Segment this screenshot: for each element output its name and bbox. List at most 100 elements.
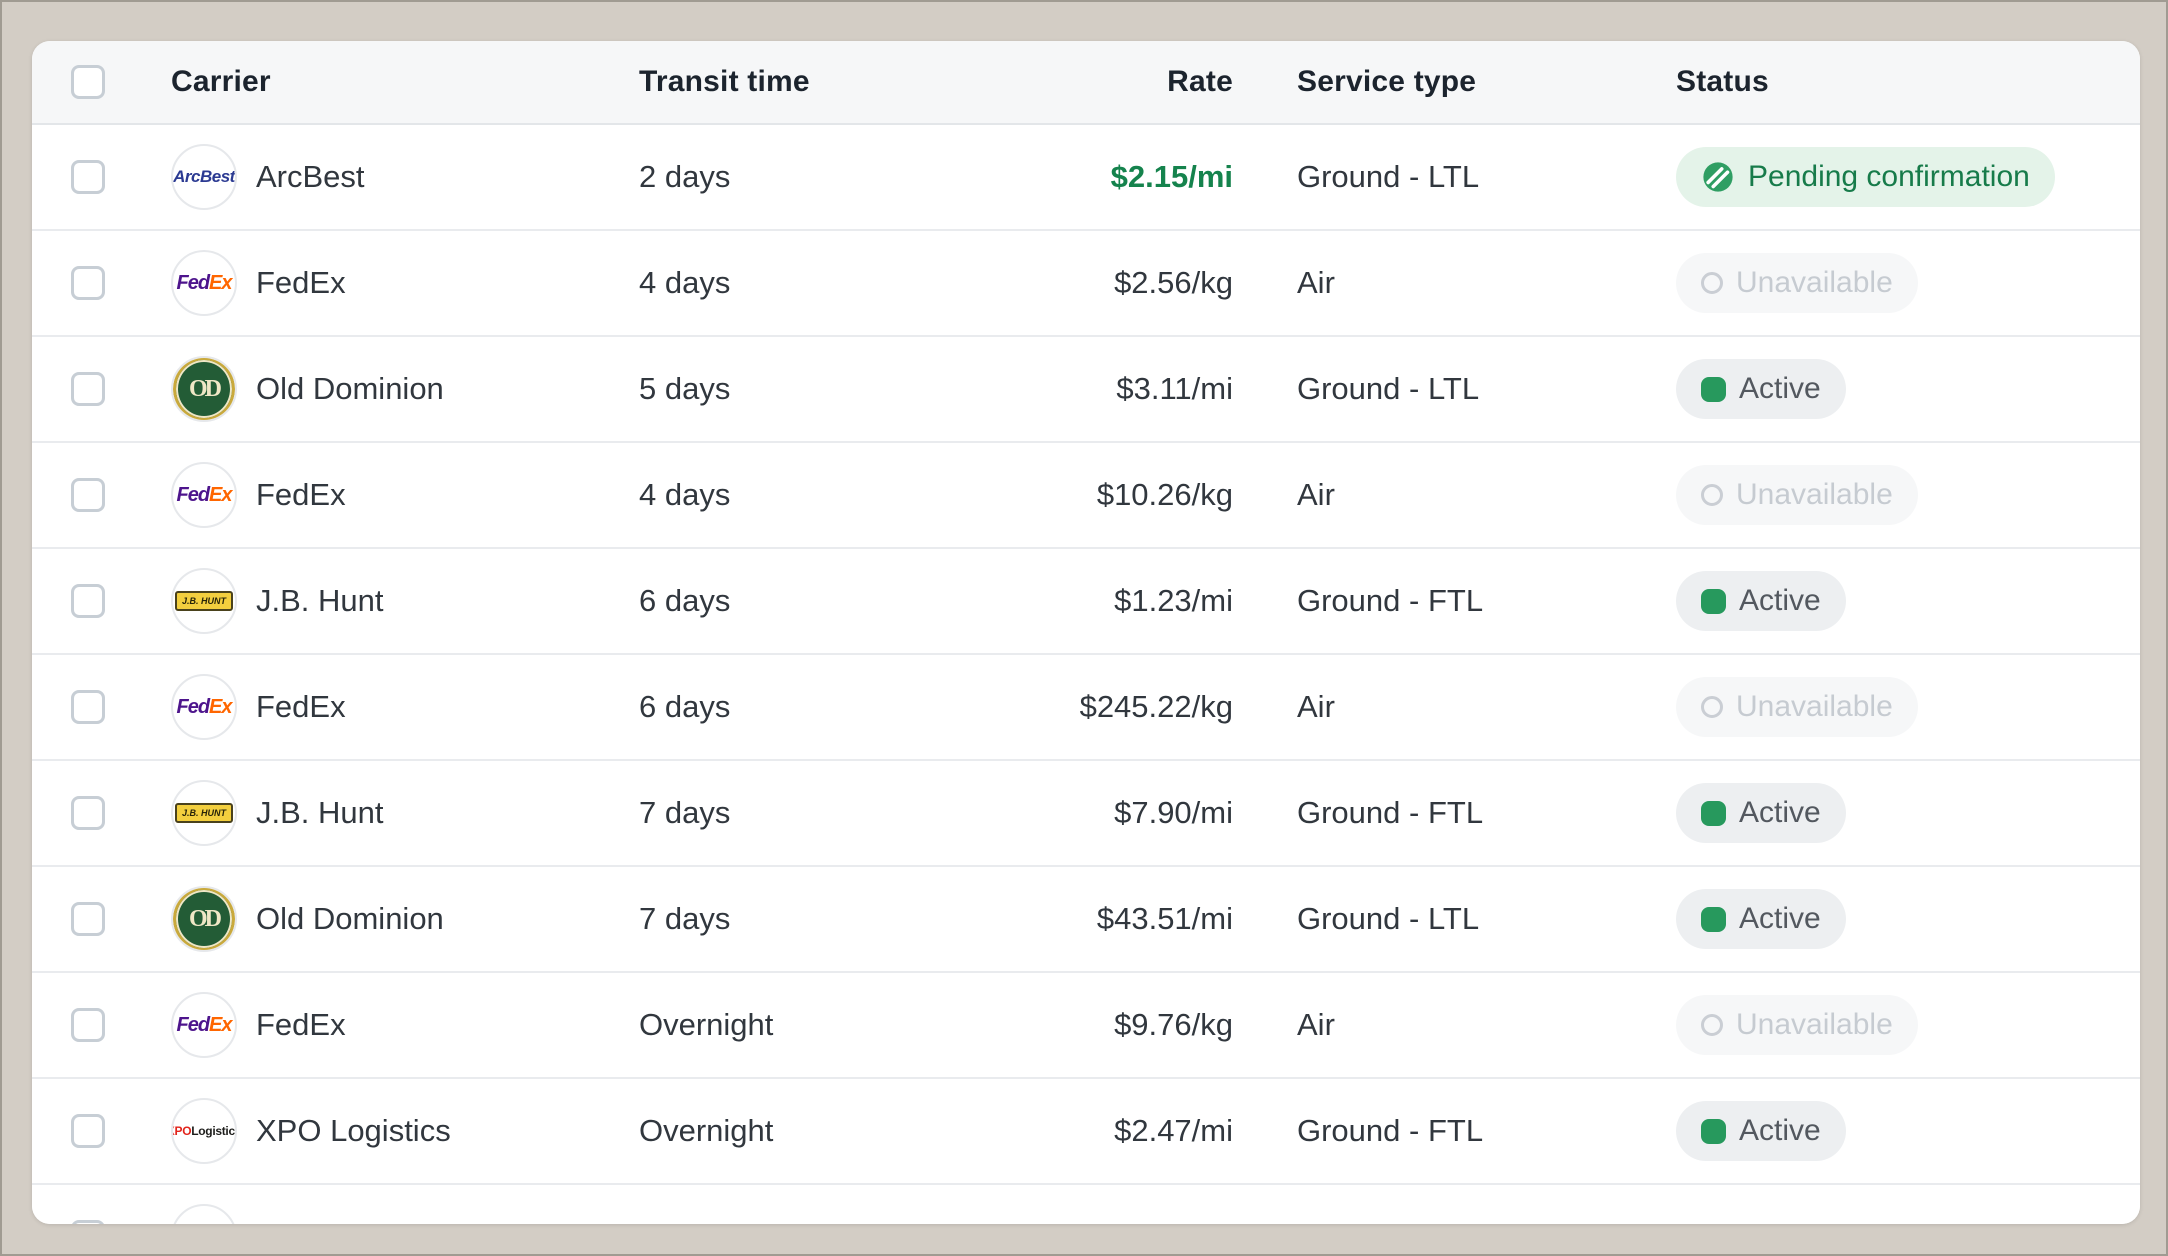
rate-cell: $245.22/kg: [1079, 689, 1233, 724]
fedex-logo-icon: FedEx: [176, 483, 232, 507]
carrier-name: FedEx: [256, 477, 346, 512]
status-badge-active: Active: [1676, 571, 1846, 631]
header-checkbox-cell: [71, 65, 171, 99]
transit-time-cell: 6 days: [639, 583, 731, 618]
row-checkbox[interactable]: [71, 796, 105, 830]
select-all-checkbox[interactable]: [71, 65, 105, 99]
service-type-cell: Air: [1297, 265, 1335, 300]
rate-cell: $2.15/mi: [1110, 159, 1233, 194]
row-checkbox[interactable]: [71, 690, 105, 724]
carrier-name: ArcBest: [256, 159, 365, 194]
row-checkbox-cell: [71, 160, 171, 194]
status-badge-unavailable: Unavailable: [1676, 253, 1918, 313]
hollow-ring-icon: [1701, 696, 1723, 718]
status-badge-active: Active: [1676, 1101, 1846, 1161]
carrier-name: Old Dominion: [256, 371, 444, 406]
status-cell: Active: [1676, 1101, 2140, 1161]
carrier-logo-avatar: J.B. HUNT: [171, 780, 237, 846]
transit-time-cell: 7 days: [639, 795, 731, 830]
active-green-dot: [1701, 906, 1726, 932]
table-row: FedEx FedEx Overnight $9.76/kg Air Unavailabl…: [32, 973, 2140, 1079]
service-type-cell: Ground - FTL: [1297, 1113, 1484, 1148]
carrier-name: J.B. Hunt: [256, 795, 384, 830]
old-dominion-monogram: OD: [189, 905, 222, 932]
transit-time-cell: 5 days: [639, 371, 731, 406]
carrier-cell: FedEx FedEx: [171, 462, 639, 528]
carrier-logo-avatar: FedEx: [171, 674, 237, 740]
fedex-logo-icon: FedEx: [176, 1013, 232, 1037]
rate-cell: $2.56/kg: [1114, 265, 1233, 300]
active-green-dot: [1701, 800, 1726, 826]
transit-time-cell: 6 days: [639, 689, 731, 724]
fedex-logo-ex: Ex: [209, 695, 232, 718]
fedex-logo-icon: FedEx: [176, 271, 232, 295]
row-checkbox[interactable]: [71, 1220, 105, 1224]
carrier-logo-avatar: FedEx: [171, 250, 237, 316]
column-header-rate: Rate: [1167, 65, 1233, 98]
row-checkbox-cell: [71, 1114, 171, 1148]
carrier-logo-avatar: J.B. HUNT: [171, 568, 237, 634]
status-badge-active: Active: [1676, 889, 1846, 949]
old-dominion-logo-icon: OD: [173, 888, 235, 950]
row-checkbox[interactable]: [71, 1114, 105, 1148]
carrier-logo-avatar: FedEx: [171, 462, 237, 528]
column-header-carrier: Carrier: [171, 65, 271, 98]
status-badge-pending: Pending confirmation: [1676, 147, 2055, 207]
fedex-logo-fed: Fed: [176, 695, 210, 718]
service-type-cell: Ground - FTL: [1297, 583, 1484, 618]
status-cell: Pending confirmation: [1676, 147, 2140, 207]
slashed-circle-icon: [1703, 162, 1733, 192]
status-badge-label: Active: [1739, 1114, 1821, 1147]
table-body: ArcBest ArcBest 2 days $2.15/mi Ground - LTL…: [32, 125, 2140, 1224]
table-row: J.B. HUNT J.B. Hunt 7 days $7.90/mi Ground -…: [32, 761, 2140, 867]
row-checkbox[interactable]: [71, 266, 105, 300]
table-row: FedEx FedEx 4 days $2.56/kg Air Unavailable: [32, 231, 2140, 337]
service-type-cell: Ground - LTL: [1297, 159, 1480, 194]
column-header-status: Status: [1676, 65, 1769, 98]
status-badge-unavailable: Unavailable: [1676, 995, 1918, 1055]
arcbest-logo-icon: ArcBest: [173, 167, 235, 186]
carrier-logo-avatar: [171, 1204, 237, 1224]
xpo-logo-xpo: XPO: [173, 1124, 192, 1138]
xpo-logo-logistics: Logistics: [191, 1124, 237, 1138]
status-badge-active: Active: [1676, 783, 1846, 843]
carrier-cell: J.B. HUNT J.B. Hunt: [171, 780, 639, 846]
row-checkbox-cell: [71, 266, 171, 300]
row-checkbox[interactable]: [71, 478, 105, 512]
transit-time-cell: Overnight: [639, 1113, 774, 1148]
hollow-ring-icon: [1701, 484, 1723, 506]
table-header-row: Carrier Transit time Rate Service type S…: [32, 41, 2140, 125]
status-badge-unavailable: Unavailable: [1676, 465, 1918, 525]
service-type-cell: Ground - LTL: [1297, 901, 1480, 936]
carrier-cell: FedEx FedEx: [171, 992, 639, 1058]
table-row: OD Old Dominion 5 days $3.11/mi Ground - LTL…: [32, 337, 2140, 443]
hollow-ring-icon: [1701, 272, 1723, 294]
fedex-logo-fed: Fed: [176, 1013, 210, 1036]
carrier-cell: XPOLogisticsXPO Logistics: [171, 1098, 639, 1164]
status-badge-label: Active: [1739, 796, 1821, 829]
fedex-logo-fed: Fed: [176, 271, 210, 294]
fedex-logo-fed: Fed: [176, 483, 210, 506]
status-badge-label: Active: [1739, 372, 1821, 405]
carrier-cell: FedEx FedEx: [171, 674, 639, 740]
row-checkbox[interactable]: [71, 902, 105, 936]
row-checkbox[interactable]: [71, 160, 105, 194]
carrier-cell: OD Old Dominion: [171, 356, 639, 422]
carrier-logo-avatar: OD: [171, 356, 237, 422]
row-checkbox[interactable]: [71, 372, 105, 406]
carrier-logo-avatar: OD: [171, 886, 237, 952]
row-checkbox-cell: [71, 372, 171, 406]
service-type-cell: Air: [1297, 689, 1335, 724]
status-cell: Active: [1676, 571, 2140, 631]
row-checkbox[interactable]: [71, 584, 105, 618]
rate-cell: $7.90/mi: [1114, 795, 1233, 830]
row-checkbox[interactable]: [71, 1008, 105, 1042]
table-row: FedEx FedEx 4 days $10.26/kg Air Unavailable: [32, 443, 2140, 549]
status-badge-label: Unavailable: [1736, 690, 1893, 723]
table-row: ArcBest ArcBest 2 days $2.15/mi Ground - LTL…: [32, 125, 2140, 231]
status-cell: Unavailable: [1676, 995, 2140, 1055]
row-checkbox-cell: [71, 478, 171, 512]
